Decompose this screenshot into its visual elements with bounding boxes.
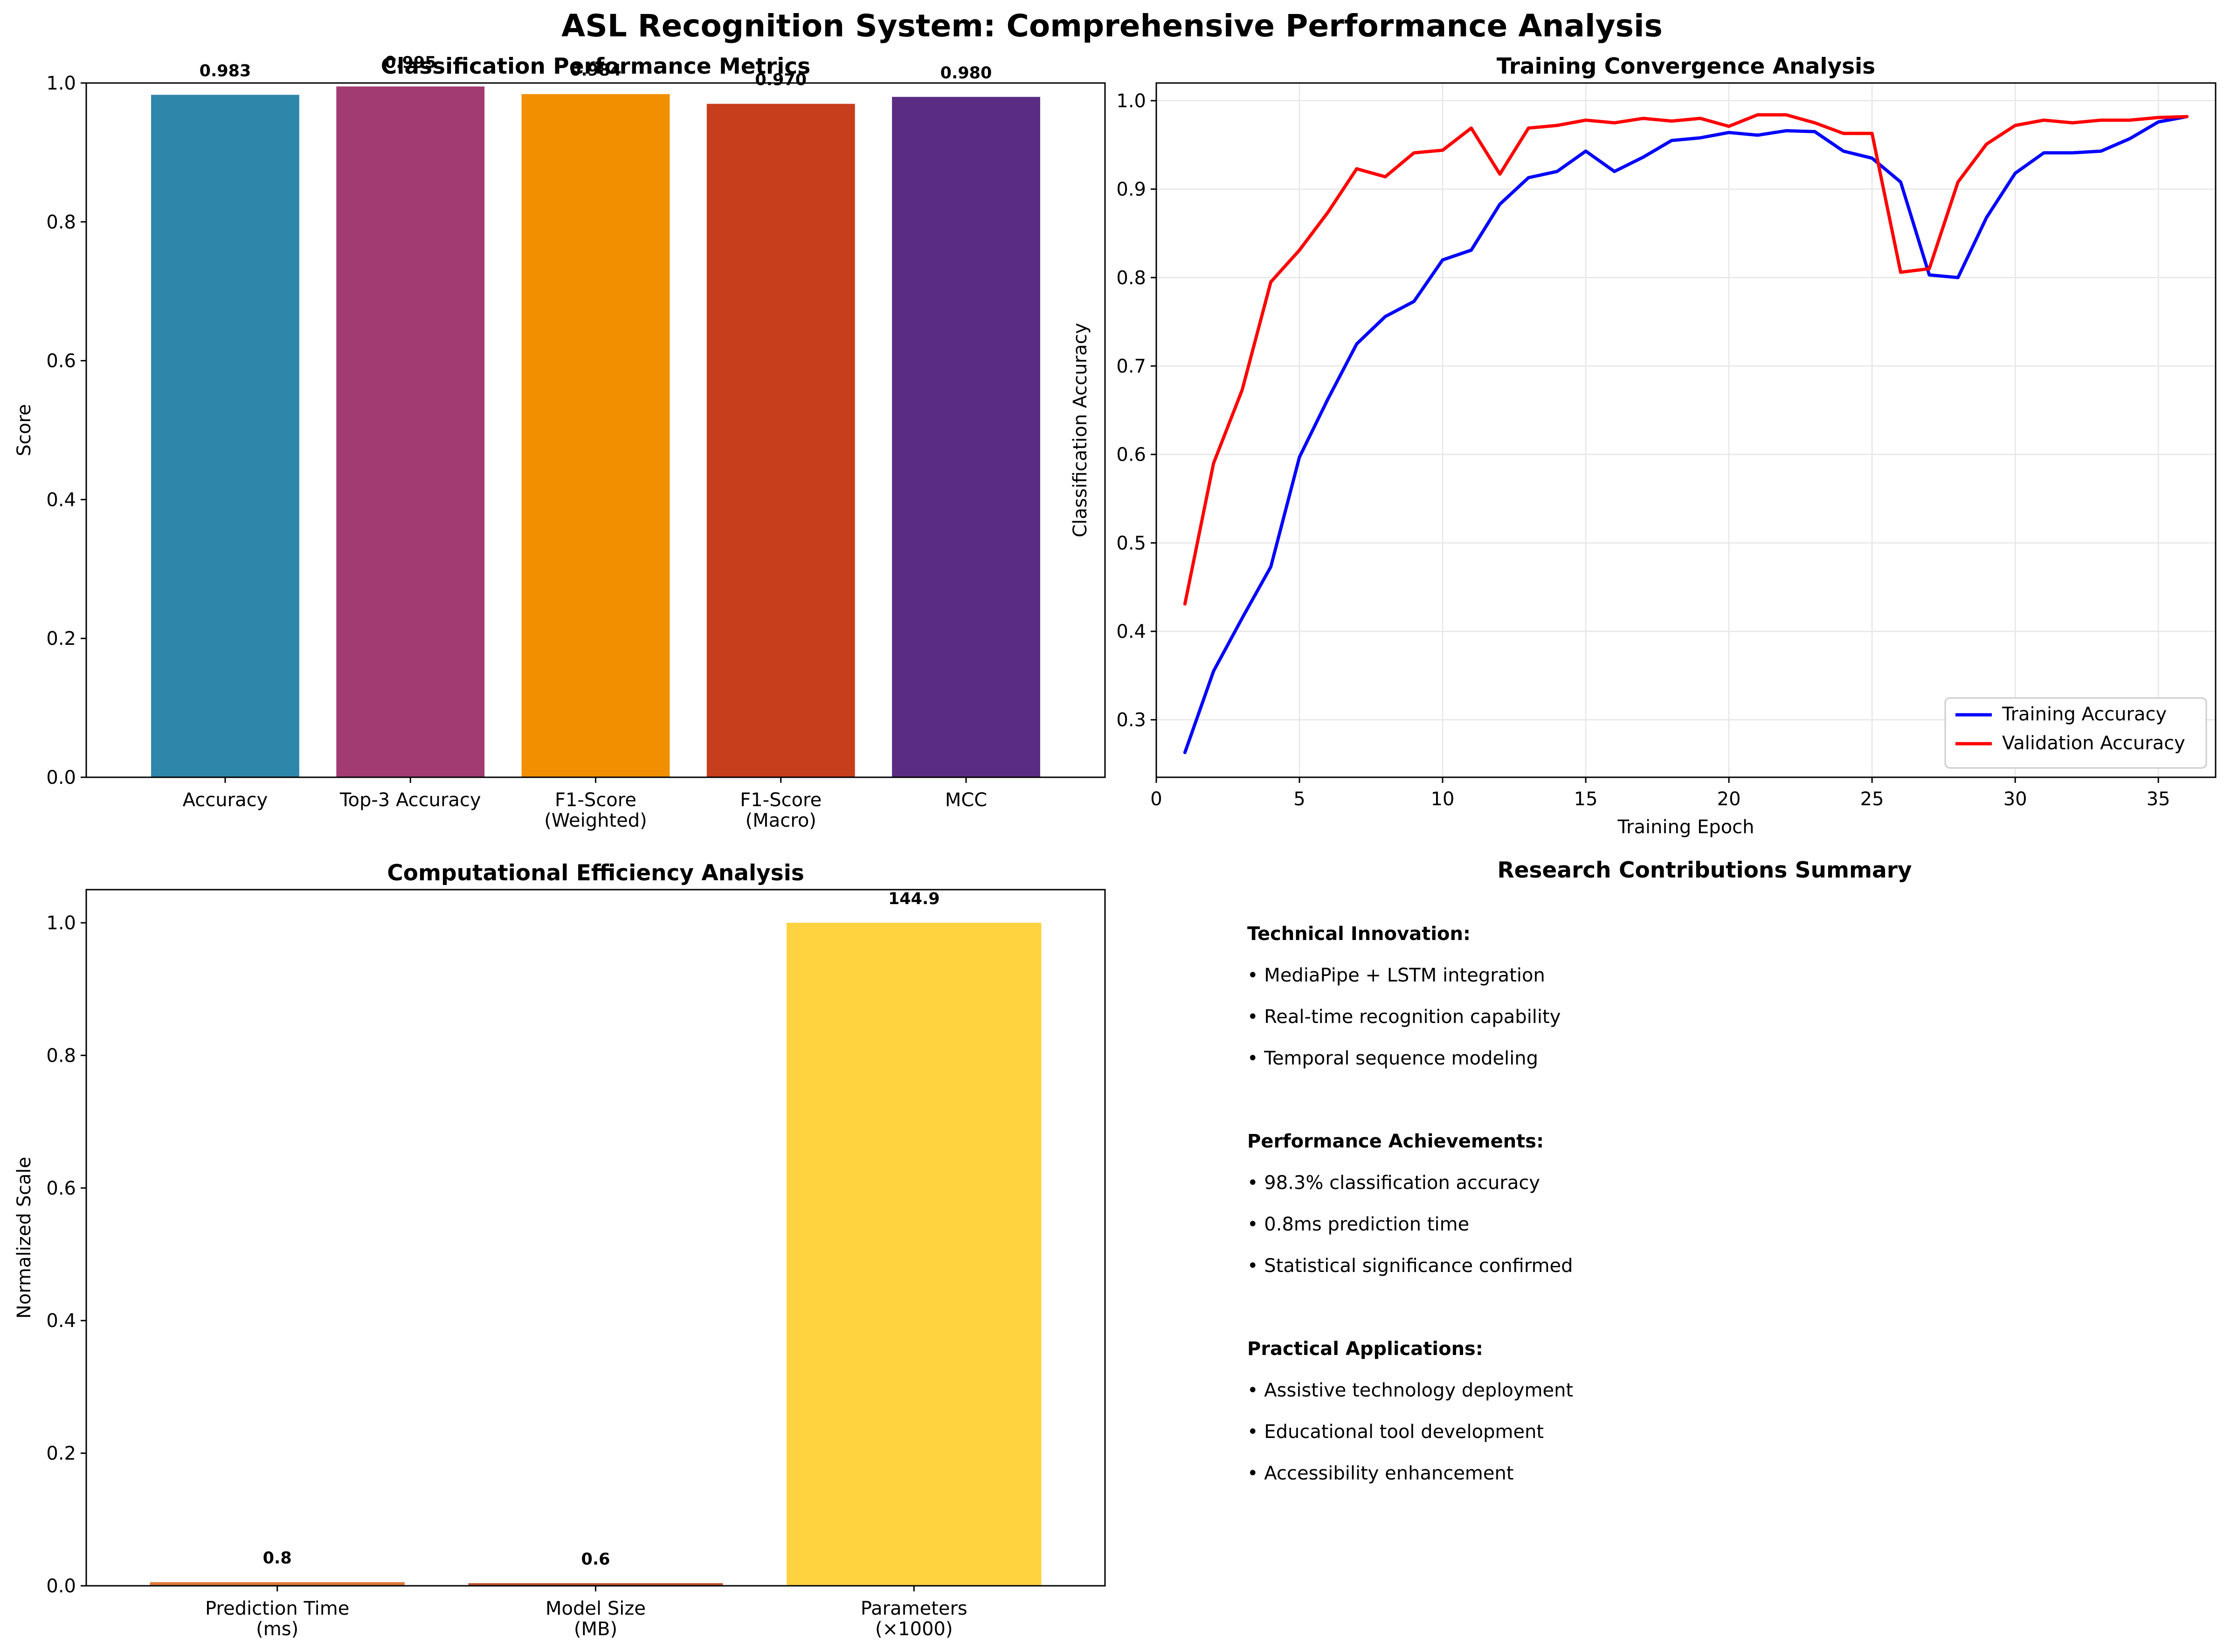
bar <box>521 94 670 778</box>
summary-item: • Real-time recognition capability <box>1247 1006 1561 1028</box>
bar-value-label: 0.970 <box>755 71 807 90</box>
chart-title: Classification Performance Metrics <box>381 54 810 79</box>
bar-value-label: 144.9 <box>888 890 940 908</box>
summary-item: • Educational tool development <box>1247 1421 1544 1443</box>
summary-item: • 0.8ms prediction time <box>1247 1214 1469 1235</box>
axes-frame <box>85 82 1106 778</box>
series-line <box>1183 113 2189 606</box>
y-tick-label: 0.8 <box>46 212 76 233</box>
bar <box>892 97 1040 777</box>
metrics-bar-chart: 0.0 0.2 0.4 0.6 0.8 1.0 Accuracy 0.983 Top-3 Acc… <box>14 53 1106 831</box>
summary-heading: Technical Innovation: <box>1247 923 1471 945</box>
summary-section: Performance Achievements: • 98.3% classi… <box>1247 1131 1573 1277</box>
summary-heading: Performance Achievements: <box>1247 1131 1544 1152</box>
bar-value-label: 0.983 <box>200 62 251 80</box>
y-tick-label: 0.6 <box>1116 444 1146 466</box>
x-tick-label: F1-Score (Weighted) <box>544 789 647 831</box>
y-tick-label: 0.0 <box>46 767 76 788</box>
bar <box>150 1582 405 1586</box>
bar <box>468 1583 723 1586</box>
figure-title: ASL Recognition System: Comprehensive Pe… <box>561 8 1663 44</box>
chart-title: Training Convergence Analysis <box>1497 54 1875 79</box>
y-tick-label: 1.0 <box>46 73 76 94</box>
y-tick-label: 0.6 <box>46 1178 76 1199</box>
x-tick-label: 15 <box>1574 788 1598 810</box>
y-tick-label: 0.3 <box>1116 710 1146 731</box>
x-tick-label: 10 <box>1431 788 1455 810</box>
y-tick-label: 0.2 <box>46 628 76 650</box>
summary-item: • MediaPipe + LSTM integration <box>1247 965 1545 986</box>
x-tick-label: 5 <box>1293 788 1305 810</box>
x-tick-label: Model Size (MB) <box>546 1598 646 1640</box>
bar <box>336 86 485 777</box>
summary-title: Research Contributions Summary <box>1497 857 1912 883</box>
legend-entry: Validation Accuracy <box>2002 733 2185 754</box>
bar-value-label: 0.995 <box>385 53 436 72</box>
bar <box>706 104 855 777</box>
bar <box>787 923 1042 1586</box>
summary-panel: Research Contributions Summary Technical… <box>1247 857 1912 1484</box>
y-axis-label: Score <box>14 404 35 456</box>
convergence-line-chart: 0 5 10 15 20 25 30 35 0.3 0.4 0.5 0.6 0.7 0.8 0.9 1.0 Tr… <box>1070 54 2217 838</box>
bar-value-label: 0.984 <box>570 61 622 80</box>
summary-item: • Statistical significance confirmed <box>1247 1255 1573 1277</box>
x-tick-label: Top-3 Accuracy <box>339 789 481 811</box>
series-line <box>1183 115 2189 754</box>
y-tick-label: 0.0 <box>46 1576 76 1597</box>
summary-section: Technical Innovation: • MediaPipe + LSTM… <box>1247 923 1561 1069</box>
x-tick-label: MCC <box>945 789 987 811</box>
legend: Training Accuracy Validation Accuracy <box>1944 697 2207 769</box>
bar-value-label: 0.6 <box>581 1550 610 1569</box>
y-tick-label: 0.4 <box>1116 621 1146 643</box>
x-tick-label: Prediction Time (ms) <box>205 1598 349 1640</box>
legend-entry: Training Accuracy <box>2002 704 2167 725</box>
chart-title: Computational Efficiency Analysis <box>387 860 804 886</box>
x-tick-label: 20 <box>1717 788 1741 810</box>
x-tick-label: 35 <box>2147 788 2170 810</box>
y-axis-label: Normalized Scale <box>14 1157 35 1319</box>
y-tick-label: 0.6 <box>46 351 76 372</box>
bar-value-label: 0.8 <box>263 1549 292 1568</box>
x-tick-label: Parameters (×1000) <box>861 1598 967 1640</box>
y-tick-label: 0.9 <box>1116 179 1146 200</box>
efficiency-bar-chart: 0.0 0.2 0.4 0.6 0.8 1.0 Prediction Time (ms) 0.8… <box>14 860 1106 1640</box>
y-tick-label: 0.2 <box>46 1443 76 1465</box>
bar-value-label: 0.980 <box>940 64 992 83</box>
summary-item: • Accessibility enhancement <box>1247 1463 1514 1484</box>
summary-item: • Temporal sequence modeling <box>1247 1048 1538 1069</box>
x-tick-label: Accuracy <box>183 789 268 811</box>
summary-section: Practical Applications: • Assistive tech… <box>1247 1338 1573 1484</box>
y-tick-label: 0.5 <box>1116 532 1146 554</box>
y-tick-label: 0.4 <box>46 1310 76 1332</box>
x-tick-label: 0 <box>1150 788 1162 810</box>
x-tick-label: F1-Score (Macro) <box>740 789 822 831</box>
y-tick-label: 0.4 <box>46 489 76 511</box>
y-axis-label: Classification Accuracy <box>1070 323 1091 538</box>
y-tick-label: 0.8 <box>46 1045 76 1066</box>
x-tick-label: 25 <box>1860 788 1884 810</box>
y-tick-label: 0.7 <box>1116 356 1146 377</box>
axes-frame <box>85 889 1106 1587</box>
axes-frame <box>1155 82 2217 778</box>
y-tick-label: 1.0 <box>46 912 76 934</box>
bar <box>151 95 299 778</box>
x-tick-label: 30 <box>2003 788 2027 810</box>
y-tick-label: 1.0 <box>1116 90 1146 112</box>
summary-item: • 98.3% classification accuracy <box>1247 1172 1540 1194</box>
x-axis-label: Training Epoch <box>1617 816 1754 838</box>
legend-box <box>1944 697 2207 769</box>
summary-item: • Assistive technology deployment <box>1247 1380 1573 1401</box>
summary-heading: Practical Applications: <box>1247 1338 1483 1360</box>
y-tick-label: 0.8 <box>1116 267 1146 289</box>
